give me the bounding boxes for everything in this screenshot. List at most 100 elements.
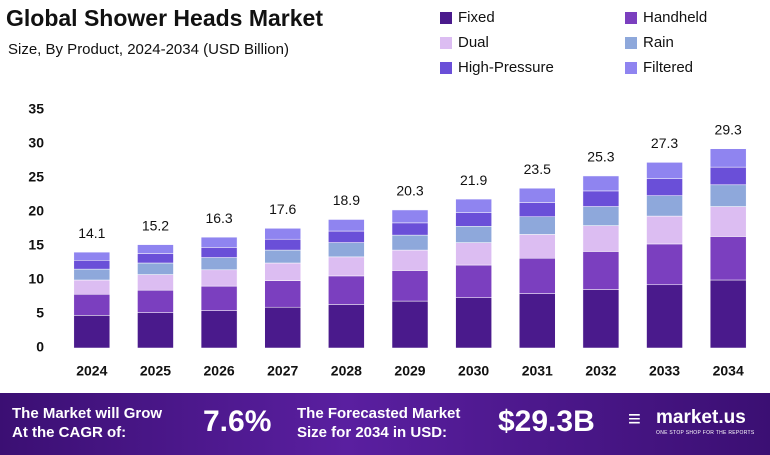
bar-segment bbox=[519, 293, 556, 349]
bar-segment bbox=[646, 195, 683, 217]
bar-segment bbox=[73, 251, 111, 261]
legend-swatch bbox=[625, 37, 637, 49]
bar-segment bbox=[264, 280, 301, 308]
bar-segment bbox=[519, 202, 556, 218]
bar-segment bbox=[709, 279, 747, 349]
brand: market.us bbox=[656, 407, 746, 428]
bar-segment bbox=[200, 269, 238, 287]
legend-swatch bbox=[625, 12, 637, 24]
cagr-line: The Market will Grow bbox=[12, 405, 163, 422]
bar-segment bbox=[200, 257, 238, 271]
bar-segment bbox=[455, 242, 492, 266]
bar-segment bbox=[264, 238, 301, 251]
bar-segment bbox=[73, 294, 111, 316]
bar-segment bbox=[264, 306, 301, 349]
x-tick-label: 2027 bbox=[267, 363, 298, 379]
bar-segment bbox=[200, 285, 238, 311]
x-tick-label: 2024 bbox=[76, 363, 107, 379]
x-tick-label: 2034 bbox=[713, 363, 744, 379]
bar-segment bbox=[264, 249, 301, 264]
footer-banner: The Market will Grow At the CAGR of: 7.6… bbox=[0, 393, 770, 455]
legend-swatch bbox=[440, 12, 452, 24]
bar-segment bbox=[646, 284, 683, 349]
bar-segment bbox=[73, 315, 111, 349]
bar-segment bbox=[137, 312, 174, 349]
bar-segment bbox=[328, 304, 365, 349]
cagr-value: 7.6% bbox=[203, 405, 272, 438]
bar-segment bbox=[391, 209, 429, 224]
bar-segment bbox=[200, 236, 238, 248]
total-label: 21.9 bbox=[460, 172, 487, 188]
legend-swatch bbox=[440, 37, 452, 49]
y-tick-label: 5 bbox=[36, 305, 44, 321]
bar-segment bbox=[328, 230, 365, 243]
total-label: 17.6 bbox=[269, 201, 296, 217]
forecast-line: Size for 2034 in USD: bbox=[297, 424, 448, 441]
x-tick-label: 2030 bbox=[458, 363, 489, 379]
bar-segment bbox=[519, 216, 556, 235]
forecast-text: The Forecasted Market Size for 2034 in U… bbox=[297, 404, 460, 442]
cagr-line: At the CAGR of: bbox=[12, 424, 127, 441]
total-label: 18.9 bbox=[333, 192, 360, 208]
y-tick-label: 20 bbox=[28, 203, 44, 219]
bar-segment bbox=[709, 236, 747, 281]
bar-segment bbox=[391, 249, 429, 271]
bar-segment bbox=[137, 253, 174, 264]
bar-segment bbox=[455, 264, 492, 298]
bar-segment bbox=[200, 310, 238, 349]
tagline: ONE STOP SHOP FOR THE REPORTS bbox=[656, 430, 755, 436]
bar-segment bbox=[73, 260, 111, 270]
bar-segment bbox=[264, 262, 301, 281]
bar-segment bbox=[582, 289, 620, 349]
bar-segment bbox=[137, 262, 174, 275]
bar-segment bbox=[519, 234, 556, 259]
legend-label: High-Pressure bbox=[458, 59, 554, 76]
bar-segment bbox=[455, 212, 492, 227]
x-tick-label: 2026 bbox=[204, 363, 235, 379]
x-tick-label: 2032 bbox=[585, 363, 616, 379]
bar-segment bbox=[455, 198, 492, 213]
legend-label: Dual bbox=[458, 34, 489, 51]
legend-label: Rain bbox=[643, 34, 674, 51]
bar-segment bbox=[137, 274, 174, 291]
bar-segment bbox=[582, 190, 620, 207]
total-label: 14.1 bbox=[78, 225, 105, 241]
bar-segment bbox=[328, 256, 365, 277]
cagr-text: The Market will Grow At the CAGR of: bbox=[12, 404, 162, 442]
bar-segment bbox=[200, 247, 238, 258]
legend-swatch bbox=[625, 62, 637, 74]
total-label: 16.3 bbox=[205, 210, 232, 226]
bar-segment bbox=[646, 178, 683, 196]
bar-segment bbox=[455, 297, 492, 349]
bar-segment bbox=[137, 244, 174, 254]
bar-segment bbox=[709, 166, 747, 186]
bar-segment bbox=[582, 225, 620, 252]
y-tick-label: 25 bbox=[28, 169, 44, 185]
forecast-value: $29.3B bbox=[498, 405, 595, 438]
bar-segment bbox=[646, 162, 683, 179]
bar-segment bbox=[391, 270, 429, 302]
total-label: 27.3 bbox=[651, 135, 678, 151]
bar-segment bbox=[328, 275, 365, 305]
chart: Global Shower Heads Market Size, By Prod… bbox=[6, 5, 747, 379]
bar-segment bbox=[519, 257, 556, 294]
bar-segment bbox=[709, 184, 747, 207]
forecast-line: The Forecasted Market bbox=[297, 405, 461, 422]
legend-label: Fixed bbox=[458, 9, 495, 26]
bar-segment bbox=[582, 206, 620, 226]
y-tick-label: 35 bbox=[28, 101, 44, 117]
bar-segment bbox=[137, 289, 174, 313]
bar-segment bbox=[391, 222, 429, 236]
bar-segment bbox=[455, 226, 492, 243]
legend-label: Handheld bbox=[643, 9, 707, 26]
bar-segment bbox=[328, 219, 365, 232]
x-tick-label: 2033 bbox=[649, 363, 680, 379]
bar-segment bbox=[582, 251, 620, 290]
chart-subtitle: Size, By Product, 2024-2034 (USD Billion… bbox=[8, 41, 289, 58]
bar-segment bbox=[264, 228, 301, 240]
bar-segment bbox=[73, 268, 111, 281]
bar-segment bbox=[709, 206, 747, 237]
bar-segment bbox=[519, 187, 556, 203]
total-label: 20.3 bbox=[396, 183, 423, 199]
total-label: 15.2 bbox=[142, 217, 169, 233]
